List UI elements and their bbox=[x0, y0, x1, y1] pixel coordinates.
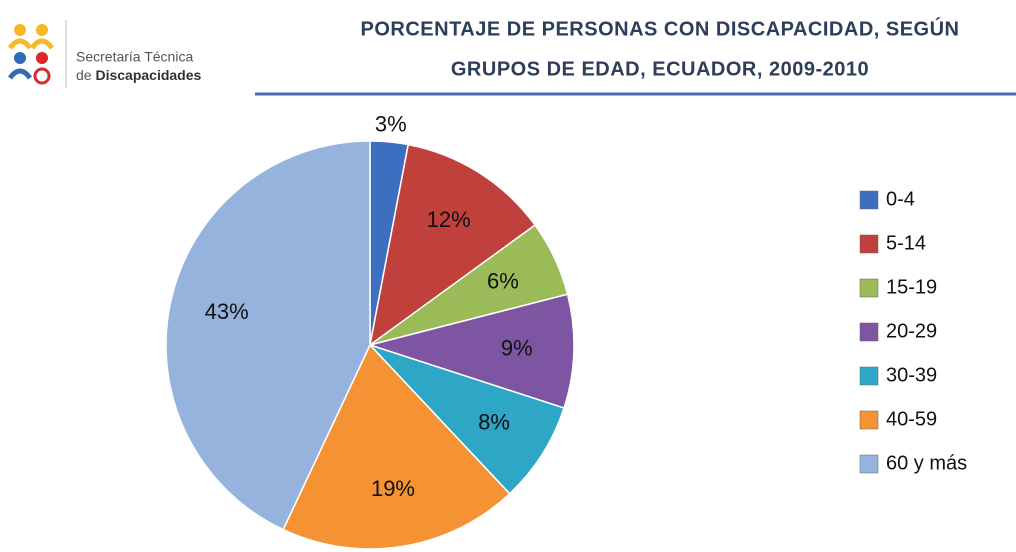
logo-bold: Discapacidades bbox=[95, 67, 201, 83]
logo-de: de bbox=[76, 67, 92, 83]
legend-swatch bbox=[859, 322, 879, 342]
chart-title: GRUPOS DE EDAD, ECUADOR, 2009-2010 bbox=[451, 58, 869, 80]
legend-label: 15-19 bbox=[886, 276, 937, 298]
data-label: 12% bbox=[427, 207, 471, 232]
data-label: 19% bbox=[371, 476, 415, 501]
data-label: 9% bbox=[501, 335, 533, 360]
legend-swatch bbox=[859, 410, 879, 430]
pie-slice bbox=[369, 344, 565, 495]
legend-label: 60 y más bbox=[886, 452, 967, 474]
data-label: 8% bbox=[478, 410, 510, 435]
logo-line1: Secretaría Técnica bbox=[76, 49, 193, 65]
legend-label: 40-59 bbox=[886, 408, 937, 430]
data-label: 6% bbox=[487, 268, 519, 293]
legend-swatch bbox=[859, 234, 879, 254]
data-label: 3% bbox=[375, 111, 407, 136]
legend-label: 0-4 bbox=[886, 188, 915, 210]
pie-slice bbox=[367, 293, 575, 409]
pie-slice bbox=[282, 343, 511, 550]
legend-label: 20-29 bbox=[886, 320, 937, 342]
legend-swatch bbox=[859, 366, 879, 386]
logo-line2: de Discapacidades bbox=[76, 67, 202, 83]
data-label: 43% bbox=[205, 299, 249, 324]
legend-swatch bbox=[859, 454, 879, 474]
chart-title: PORCENTAJE DE PERSONAS CON DISCAPACIDAD,… bbox=[361, 16, 960, 40]
pie-slice bbox=[368, 143, 537, 347]
legend-swatch bbox=[859, 190, 879, 210]
legend-label: 5-14 bbox=[886, 232, 926, 254]
legend-label: 30-39 bbox=[886, 364, 937, 386]
pie-slice bbox=[165, 140, 371, 531]
legend-swatch bbox=[859, 278, 879, 298]
logo-icon bbox=[7, 24, 55, 85]
